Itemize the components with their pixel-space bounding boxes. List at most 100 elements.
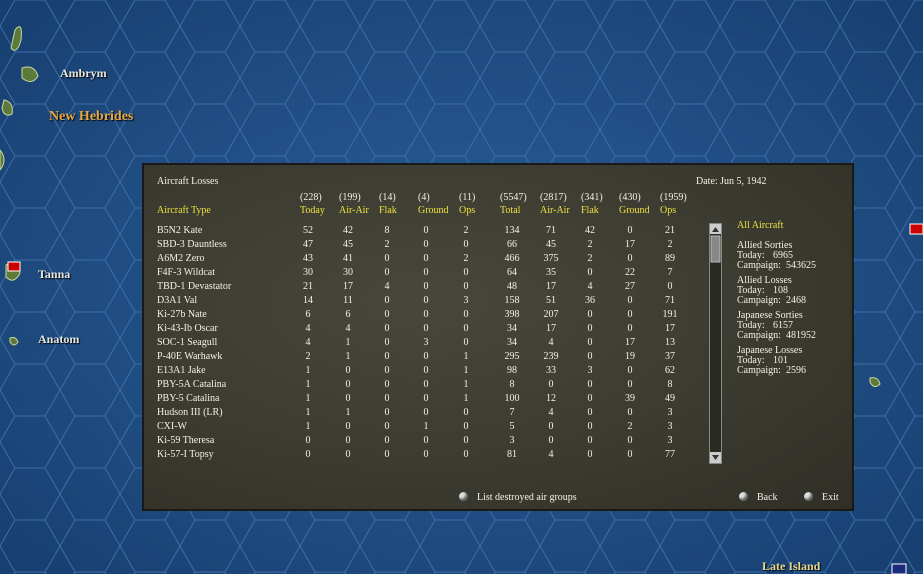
loss-count: 47 [303,239,313,250]
loss-count: 0 [384,351,390,362]
stat-value: 101 [773,355,788,366]
loss-count: 33 [546,365,556,376]
loss-count: 8 [384,225,390,236]
loss-count: 398 [504,309,520,320]
loss-count: 42 [585,225,595,236]
loss-count: 1 [463,351,469,362]
loss-count: 0 [423,449,429,460]
button[interactable]: List destroyed air groups [459,492,577,503]
aircraft-type: PBY-5A Catalina [157,379,227,390]
loss-count: 48 [507,281,517,292]
loss-count: 3 [463,295,469,306]
loss-count: 3 [667,435,673,446]
loss-count: 0 [463,267,469,278]
column-total: (5547) [500,192,527,203]
column-total: (228) [300,192,322,203]
loss-count: 0 [305,435,311,446]
loss-count: 4 [587,281,593,292]
loss-count: 1 [463,393,469,404]
loss-count: 0 [548,421,554,432]
loss-count: 0 [627,253,633,264]
summary-section-title: Japanese Losses [737,345,803,356]
column-header: Ops [459,205,476,216]
loss-count: 5 [509,421,515,432]
map-label: Ambrym [60,66,107,80]
loss-count: 41 [343,253,353,264]
loss-count: 62 [665,365,675,376]
loss-count: 0 [587,351,593,362]
map-label: Late Island [762,559,821,573]
stat-label: Today: [737,285,765,296]
loss-count: 0 [384,379,390,390]
loss-count: 0 [384,253,390,264]
aircraft-losses-panel: Aircraft Losses Date: Jun 5, 1942 (228) (… [142,163,854,511]
loss-count: 0 [345,449,351,460]
scrollbar[interactable] [709,223,723,465]
loss-count: 0 [667,281,673,292]
loss-count: 0 [423,253,429,264]
loss-count: 4 [384,281,390,292]
loss-count: 19 [625,351,635,362]
loss-count: 0 [627,323,633,334]
loss-count: 1 [345,337,351,348]
aircraft-type: A6M2 Zero [157,253,205,264]
loss-count: 17 [546,281,556,292]
summary-title: All Aircraft [737,220,784,231]
loss-count: 0 [423,323,429,334]
loss-count: 0 [587,267,593,278]
loss-count: 66 [507,239,517,250]
loss-count: 0 [587,435,593,446]
loss-count: 0 [423,281,429,292]
loss-count: 207 [543,309,559,320]
column-header: Flak [379,205,397,216]
loss-count: 466 [504,253,520,264]
stat-value: 2468 [786,295,806,306]
loss-count: 0 [423,365,429,376]
loss-count: 0 [627,407,633,418]
loss-count: 0 [463,323,469,334]
loss-count: 0 [463,435,469,446]
loss-count: 295 [504,351,520,362]
loss-count: 0 [345,379,351,390]
loss-count: 11 [343,295,353,306]
loss-count: 49 [665,393,675,404]
column-total: (14) [379,192,396,203]
stat-value: 2596 [786,365,806,376]
loss-count: 17 [343,281,353,292]
stat-label: Campaign: [737,365,781,376]
column-total: (2817) [540,192,567,203]
button[interactable]: Exit [804,492,839,503]
loss-count: 8 [667,379,673,390]
loss-count: 17 [665,323,675,334]
loss-count: 2 [463,225,469,236]
loss-count: 0 [423,407,429,418]
loss-count: 0 [587,323,593,334]
column-header: Today [300,205,325,216]
loss-count: 0 [587,407,593,418]
loss-count: 36 [585,295,595,306]
loss-count: 0 [384,337,390,348]
loss-count: 0 [627,365,633,376]
loss-count: 158 [504,295,520,306]
loss-count: 0 [384,267,390,278]
column-header: Air-Air [540,205,570,216]
loss-count: 1 [345,407,351,418]
loss-count: 0 [587,393,593,404]
loss-count: 4 [345,323,351,334]
loss-count: 0 [627,225,633,236]
summary-section-title: Allied Sorties [737,240,793,251]
loss-count: 4 [548,407,554,418]
loss-count: 4 [305,337,311,348]
loss-count: 0 [627,435,633,446]
loss-count: 12 [546,393,556,404]
aircraft-type: P-40E Warhawk [157,351,223,362]
loss-count: 2 [384,239,390,250]
column-header: Flak [581,205,599,216]
loss-count: 64 [507,267,517,278]
button[interactable]: Back [739,492,778,503]
stat-label: Today: [737,250,765,261]
loss-count: 134 [504,225,520,236]
loss-count: 0 [587,421,593,432]
loss-count: 13 [665,337,675,348]
